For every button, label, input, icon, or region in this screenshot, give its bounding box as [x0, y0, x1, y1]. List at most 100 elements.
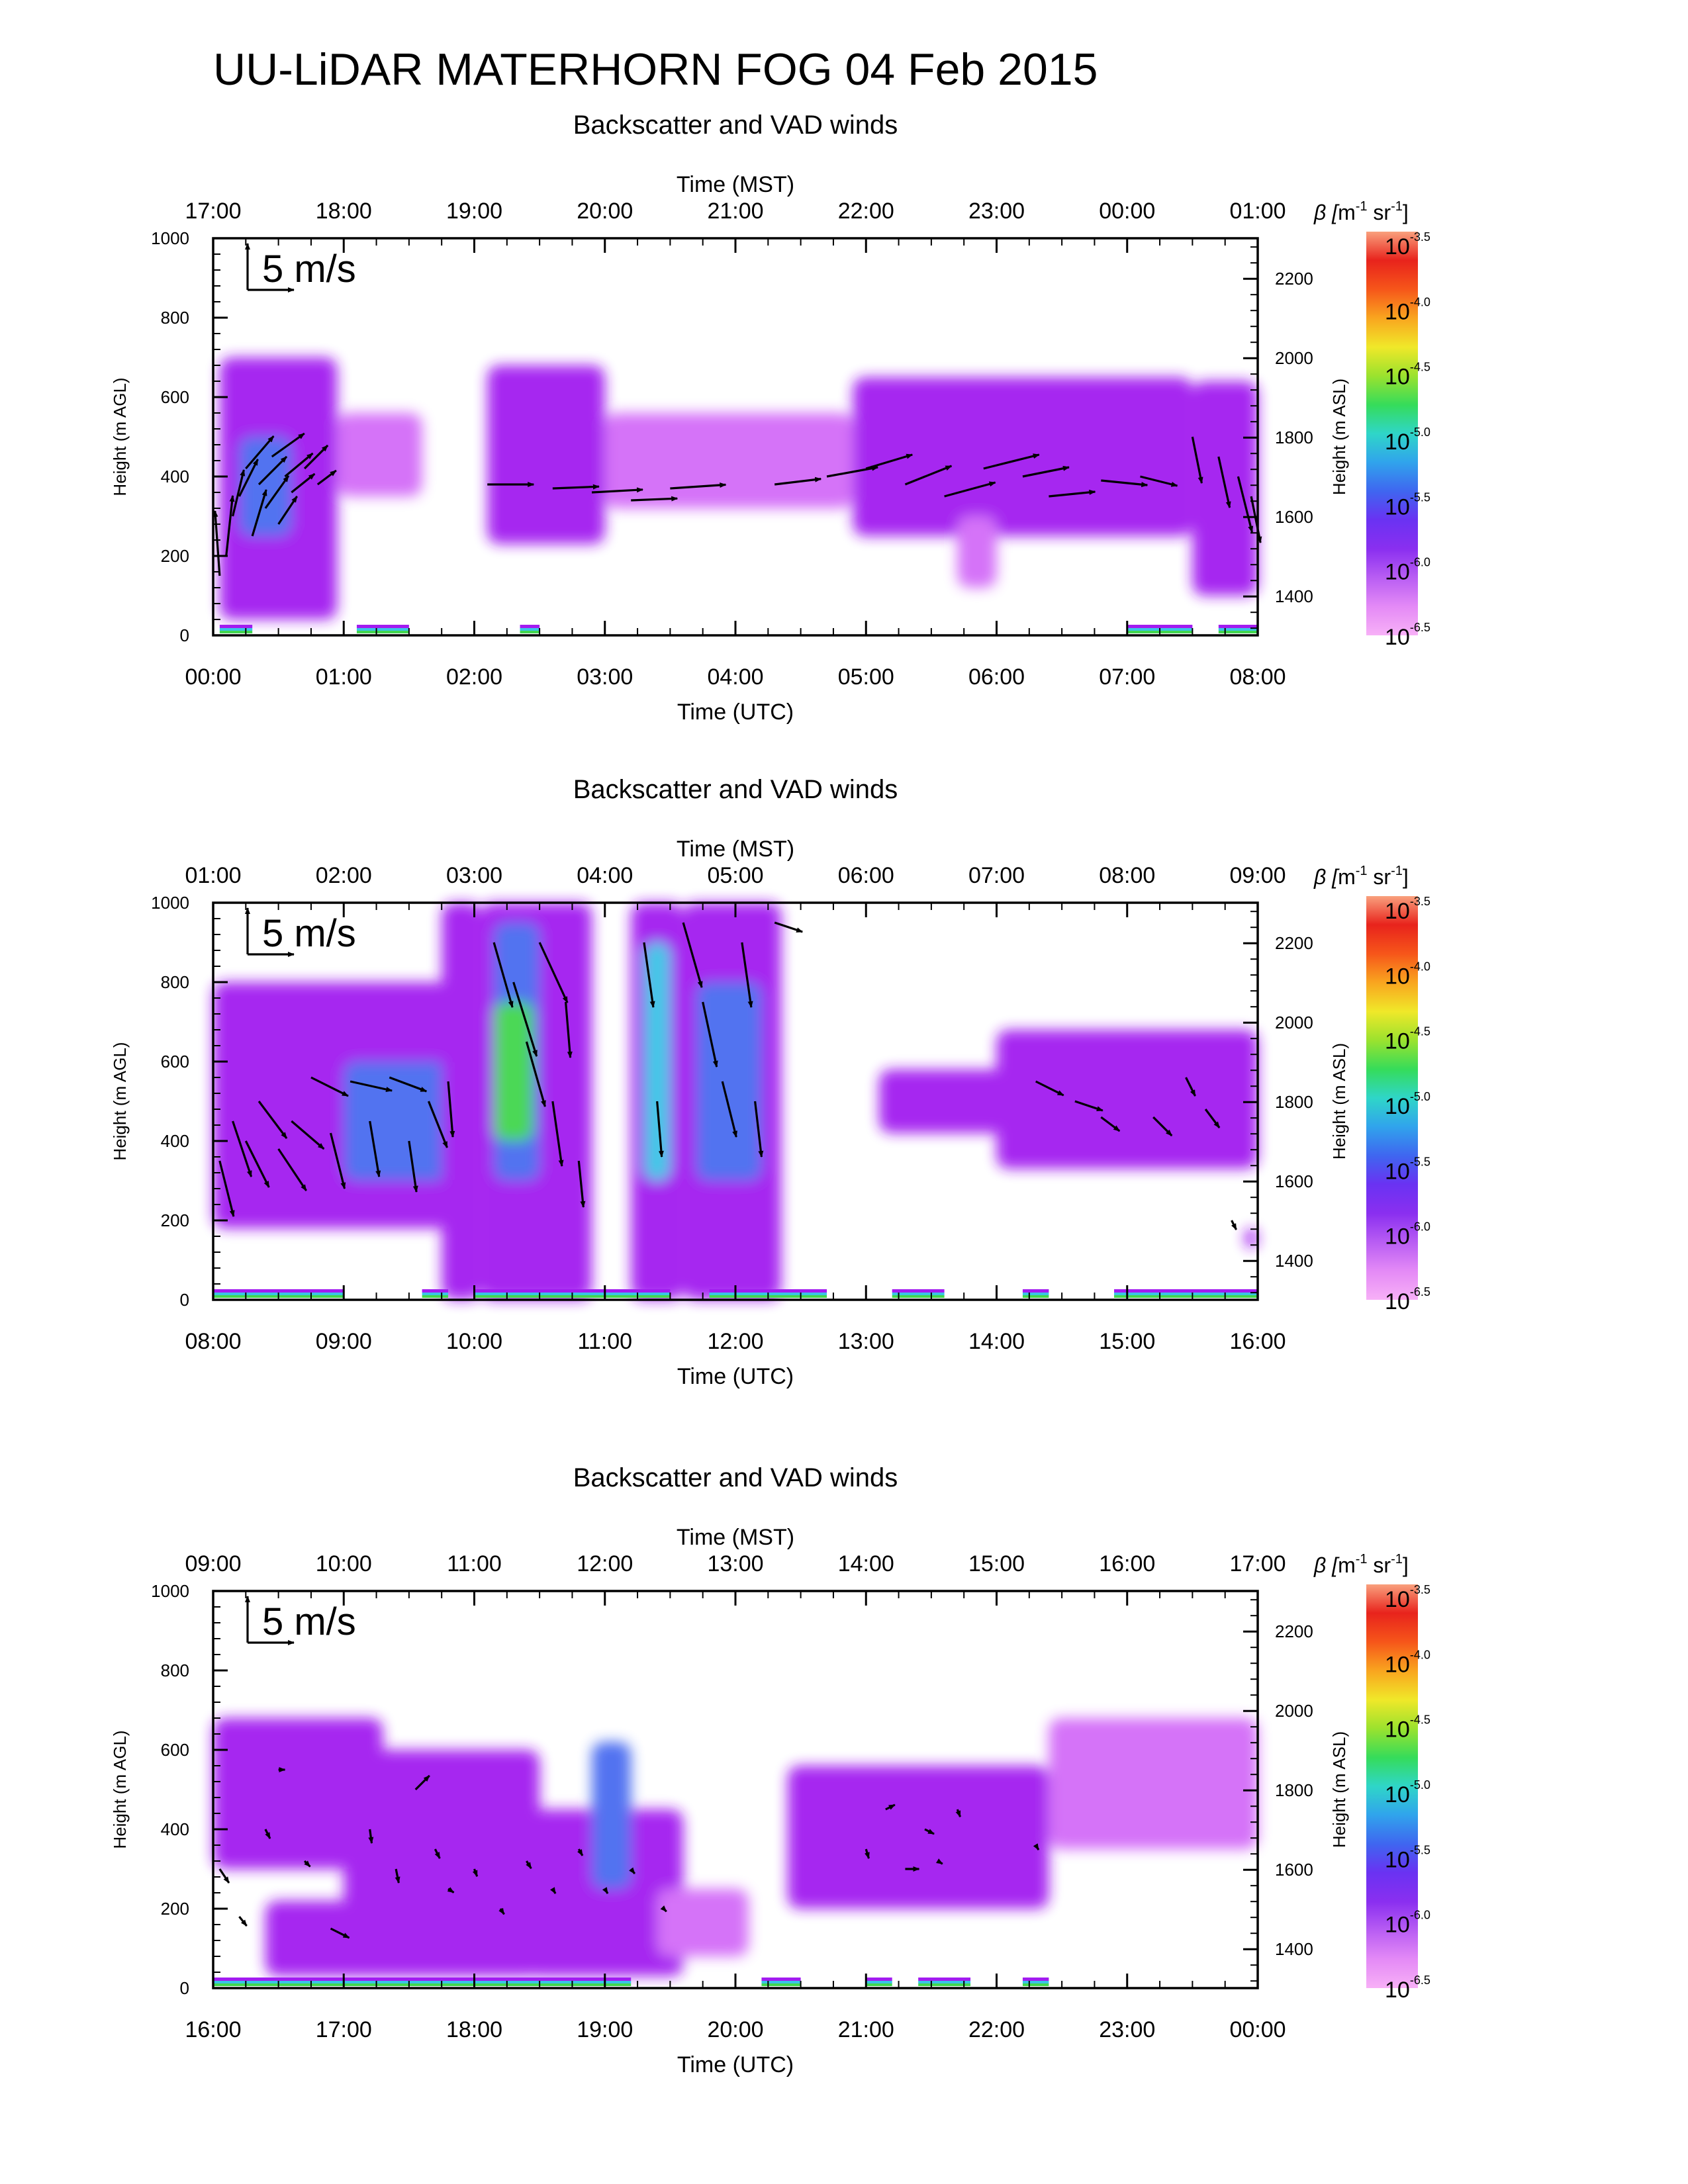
x-tick-label: 23:00 — [1099, 2017, 1155, 2042]
x2-axis-label: Time (MST) — [677, 1525, 794, 1550]
x2-tick-label: 20:00 — [577, 199, 633, 224]
x2-axis-label: Time (MST) — [677, 837, 794, 862]
ground-band-violet — [918, 1978, 971, 1981]
wind-vector — [552, 484, 600, 490]
backscatter-region — [643, 942, 671, 1181]
backscatter-region — [487, 365, 605, 544]
x2-tick-label: 01:00 — [1229, 199, 1286, 224]
colorbar-label: β [m-1 sr-1] — [1313, 864, 1409, 889]
colorbar-tick-label: 10-4.5 — [1385, 1713, 1430, 1743]
ground-band-green — [356, 631, 409, 633]
wind-vector — [741, 942, 753, 1008]
wind-vector — [232, 1120, 253, 1177]
wind-vector — [525, 1041, 546, 1107]
wind-vector — [303, 1860, 311, 1868]
wind-vector — [232, 469, 246, 517]
colorbar-tick-label: 10-5.5 — [1385, 490, 1430, 520]
colorbar-tick-label: 10-6.5 — [1385, 621, 1430, 650]
wind-vector — [472, 1868, 479, 1878]
y-tick-label: 200 — [161, 1899, 189, 1919]
y-tick-label: 0 — [180, 625, 189, 645]
ground-band-cyan — [356, 628, 409, 631]
wind-vector — [702, 1001, 718, 1068]
colorbar-tick-label: 10-3.5 — [1385, 1583, 1430, 1612]
wind-vector — [218, 1868, 230, 1884]
ground-band-violet — [1114, 1289, 1258, 1293]
backscatter-field — [219, 357, 1258, 619]
backscatter-field — [213, 903, 1258, 1300]
backscatter-region — [442, 903, 481, 1300]
wind-vector — [492, 942, 514, 1008]
wind-vector — [1100, 1116, 1121, 1132]
ground-band-violet — [866, 1978, 892, 1981]
wind-vector — [225, 495, 235, 557]
y-tick-label: 400 — [161, 1819, 189, 1839]
wind-vector — [643, 942, 655, 1008]
x-tick-label: 05:00 — [838, 664, 894, 690]
scale-label: 5 m/s — [262, 248, 356, 291]
wind-vector — [1237, 476, 1254, 533]
wind-vector — [1022, 465, 1070, 478]
x-tick-label: 18:00 — [446, 2017, 502, 2042]
wind-vector — [1101, 479, 1149, 488]
wind-vector — [1217, 456, 1231, 508]
colorbar-tick-label: 10-4.0 — [1385, 960, 1430, 989]
y2-tick-label: 1800 — [1275, 1780, 1313, 1800]
colorbar-label: β [m-1 sr-1] — [1313, 1552, 1409, 1577]
colorbar-tick-label: 10-4.5 — [1385, 1025, 1430, 1054]
y-tick-label: 400 — [161, 1131, 189, 1151]
x-tick-label: 21:00 — [838, 2017, 894, 2042]
x2-tick-label: 22:00 — [838, 199, 894, 224]
x2-tick-label: 11:00 — [447, 1551, 502, 1576]
wind-vector — [350, 1080, 393, 1092]
wind-vector — [277, 496, 298, 525]
x-tick-label: 17:00 — [316, 2017, 372, 2042]
x2-tick-label: 01:00 — [185, 863, 241, 888]
y-tick-label: 800 — [161, 972, 189, 992]
wind-vector — [924, 1828, 935, 1835]
x2-tick-label: 07:00 — [968, 863, 1025, 888]
backscatter-region — [787, 1766, 1049, 1909]
x-tick-label: 15:00 — [1099, 1329, 1155, 1354]
y-tick-label: 1000 — [151, 1581, 189, 1601]
ground-band-green — [520, 631, 540, 633]
wind-vector — [303, 444, 329, 470]
ground-band-green — [1218, 631, 1258, 633]
colorbar-tick-label: 10-6.0 — [1385, 556, 1430, 585]
wind-vector — [774, 477, 822, 486]
colorbar-tick-label: 10-6.0 — [1385, 1909, 1430, 1938]
x2-tick-label: 06:00 — [838, 863, 894, 888]
y2-tick-label: 1600 — [1275, 507, 1313, 527]
wind-vector — [447, 1887, 455, 1893]
wind-vector — [238, 1916, 248, 1927]
colorbar-tick-label: 10-3.5 — [1385, 895, 1430, 924]
backscatter-region — [213, 1718, 383, 1869]
y2-tick-label: 1400 — [1275, 586, 1313, 606]
x-tick-label: 03:00 — [577, 664, 633, 690]
wind-vector — [512, 981, 538, 1057]
x2-tick-label: 05:00 — [707, 863, 763, 888]
ground-band-cyan — [1022, 1981, 1049, 1983]
y-tick-label: 600 — [161, 1052, 189, 1071]
y2-tick-label: 1600 — [1275, 1860, 1313, 1880]
ground-band-violet — [1022, 1978, 1049, 1981]
x-tick-label: 13:00 — [838, 1329, 894, 1354]
y2-tick-label: 1800 — [1275, 1092, 1313, 1112]
x-tick-label: 12:00 — [707, 1329, 763, 1354]
ground-band-green — [892, 1295, 945, 1298]
y2-axis-label: Height (m ASL) — [1329, 379, 1349, 495]
wind-vector — [1074, 1100, 1103, 1112]
colorbar-tick-label: 10-4.0 — [1385, 295, 1430, 324]
wind-vector — [1250, 496, 1262, 543]
colorbar-tick-label: 10-6.5 — [1385, 1285, 1430, 1314]
wind-vector — [369, 1120, 381, 1177]
backscatter-region — [592, 1742, 632, 1889]
colorbar-tick-label: 10-6.5 — [1385, 1974, 1430, 2003]
ground-band-cyan — [866, 1981, 892, 1983]
x2-tick-label: 12:00 — [577, 1551, 633, 1576]
backscatter-region — [957, 516, 997, 588]
wind-vector — [591, 487, 644, 494]
ground-band-cyan — [1218, 628, 1258, 631]
y2-tick-label: 1600 — [1275, 1171, 1313, 1191]
wind-vector — [885, 1803, 896, 1811]
